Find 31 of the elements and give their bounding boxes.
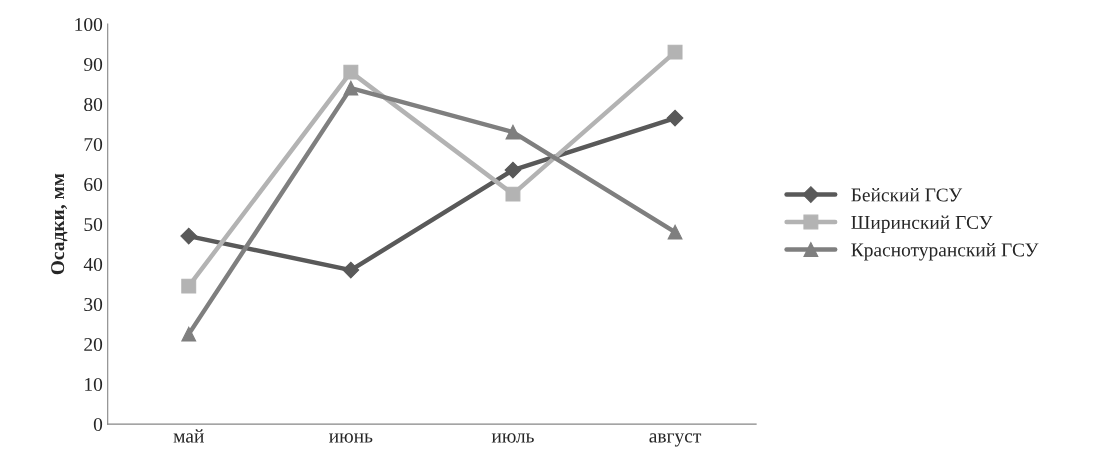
y-tick-label: 50 <box>84 217 103 232</box>
y-tick-label: 80 <box>84 97 103 112</box>
point <box>342 261 360 279</box>
point <box>667 224 683 240</box>
y-tick-label: 40 <box>83 257 103 272</box>
x-tick-label: июнь <box>329 433 373 443</box>
point <box>504 161 522 179</box>
point <box>181 278 197 294</box>
y-tick-label: 30 <box>84 297 103 312</box>
y-tick-label: 60 <box>84 177 103 192</box>
legend-label: Бейский ГСУ <box>851 188 963 202</box>
y-tick-label: 70 <box>84 137 103 152</box>
point <box>180 227 198 245</box>
point <box>343 80 359 96</box>
x-tick-label: июль <box>491 433 534 443</box>
legend-label: Краснотуранский ГСУ <box>851 242 1039 261</box>
legend-label: Ширинский ГСУ <box>851 215 993 233</box>
y-tick-label: 0 <box>93 417 103 432</box>
point <box>505 124 521 140</box>
point <box>181 326 197 342</box>
y-axis-title: Осадки, мм <box>51 173 68 275</box>
point <box>666 109 684 127</box>
y-tick-label: 100 <box>75 17 103 32</box>
y-tick-label: 10 <box>85 377 103 392</box>
point <box>667 44 683 60</box>
y-tick-label: 20 <box>84 337 103 352</box>
x-tick-label: май <box>173 429 204 443</box>
x-tick-label: август <box>649 433 702 447</box>
point <box>505 186 521 202</box>
y-tick-label: 90 <box>84 57 103 72</box>
point <box>343 64 359 80</box>
